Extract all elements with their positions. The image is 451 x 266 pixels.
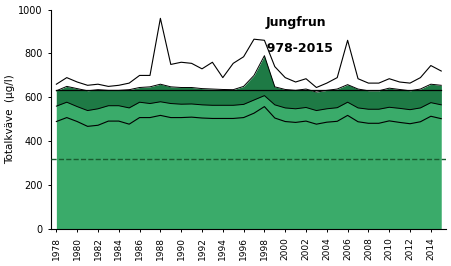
Text: Jungfrun: Jungfrun bbox=[265, 16, 326, 29]
Y-axis label: Totalkväve  (µg/l): Totalkväve (µg/l) bbox=[5, 74, 15, 164]
Text: 1978-2015: 1978-2015 bbox=[258, 43, 333, 56]
